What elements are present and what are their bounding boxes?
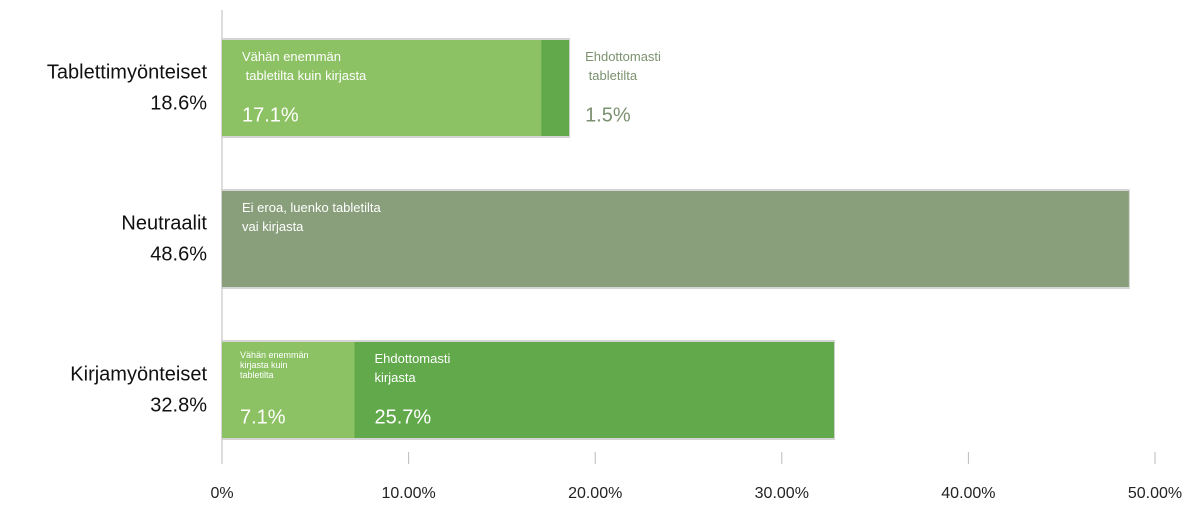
bar-segment bbox=[354, 342, 835, 438]
value-label: 25.7% bbox=[374, 406, 431, 428]
x-tick-label: 30.00% bbox=[755, 485, 809, 502]
segment-name: Vähän enemmän kirjasta kuin tabletilta bbox=[240, 350, 309, 380]
bar-segment bbox=[222, 342, 355, 438]
x-tick-label: 20.00% bbox=[568, 485, 622, 502]
value-label: 1.5% bbox=[585, 104, 631, 126]
segment-name: Ehdottomasti tabletilta bbox=[585, 49, 661, 83]
value-label: 17.1% bbox=[242, 104, 299, 126]
segment-name: Ei eroa, luenko tabletilta vai kirjasta bbox=[242, 200, 382, 234]
category-total: 48.6% bbox=[150, 243, 207, 265]
x-tick-label: 40.00% bbox=[941, 485, 995, 502]
value-label: 7.1% bbox=[240, 406, 286, 428]
segment-name: Ehdottomasti kirjasta bbox=[374, 351, 450, 385]
bar-segment bbox=[222, 191, 1129, 287]
bar-segment bbox=[222, 40, 542, 136]
category-label: Kirjamyönteiset bbox=[70, 363, 207, 385]
x-tick-label: 0% bbox=[210, 485, 233, 502]
bar-segment bbox=[541, 40, 570, 136]
x-tick-label: 50.00% bbox=[1128, 485, 1182, 502]
category-label: Tablettimyönteiset bbox=[47, 61, 208, 83]
category-total: 32.8% bbox=[150, 394, 207, 416]
category-total: 18.6% bbox=[150, 92, 207, 114]
x-tick-label: 10.00% bbox=[381, 485, 435, 502]
segment-name: Vähän enemmän tabletilta kuin kirjasta bbox=[242, 49, 367, 83]
category-label: Neutraalit bbox=[121, 212, 207, 234]
